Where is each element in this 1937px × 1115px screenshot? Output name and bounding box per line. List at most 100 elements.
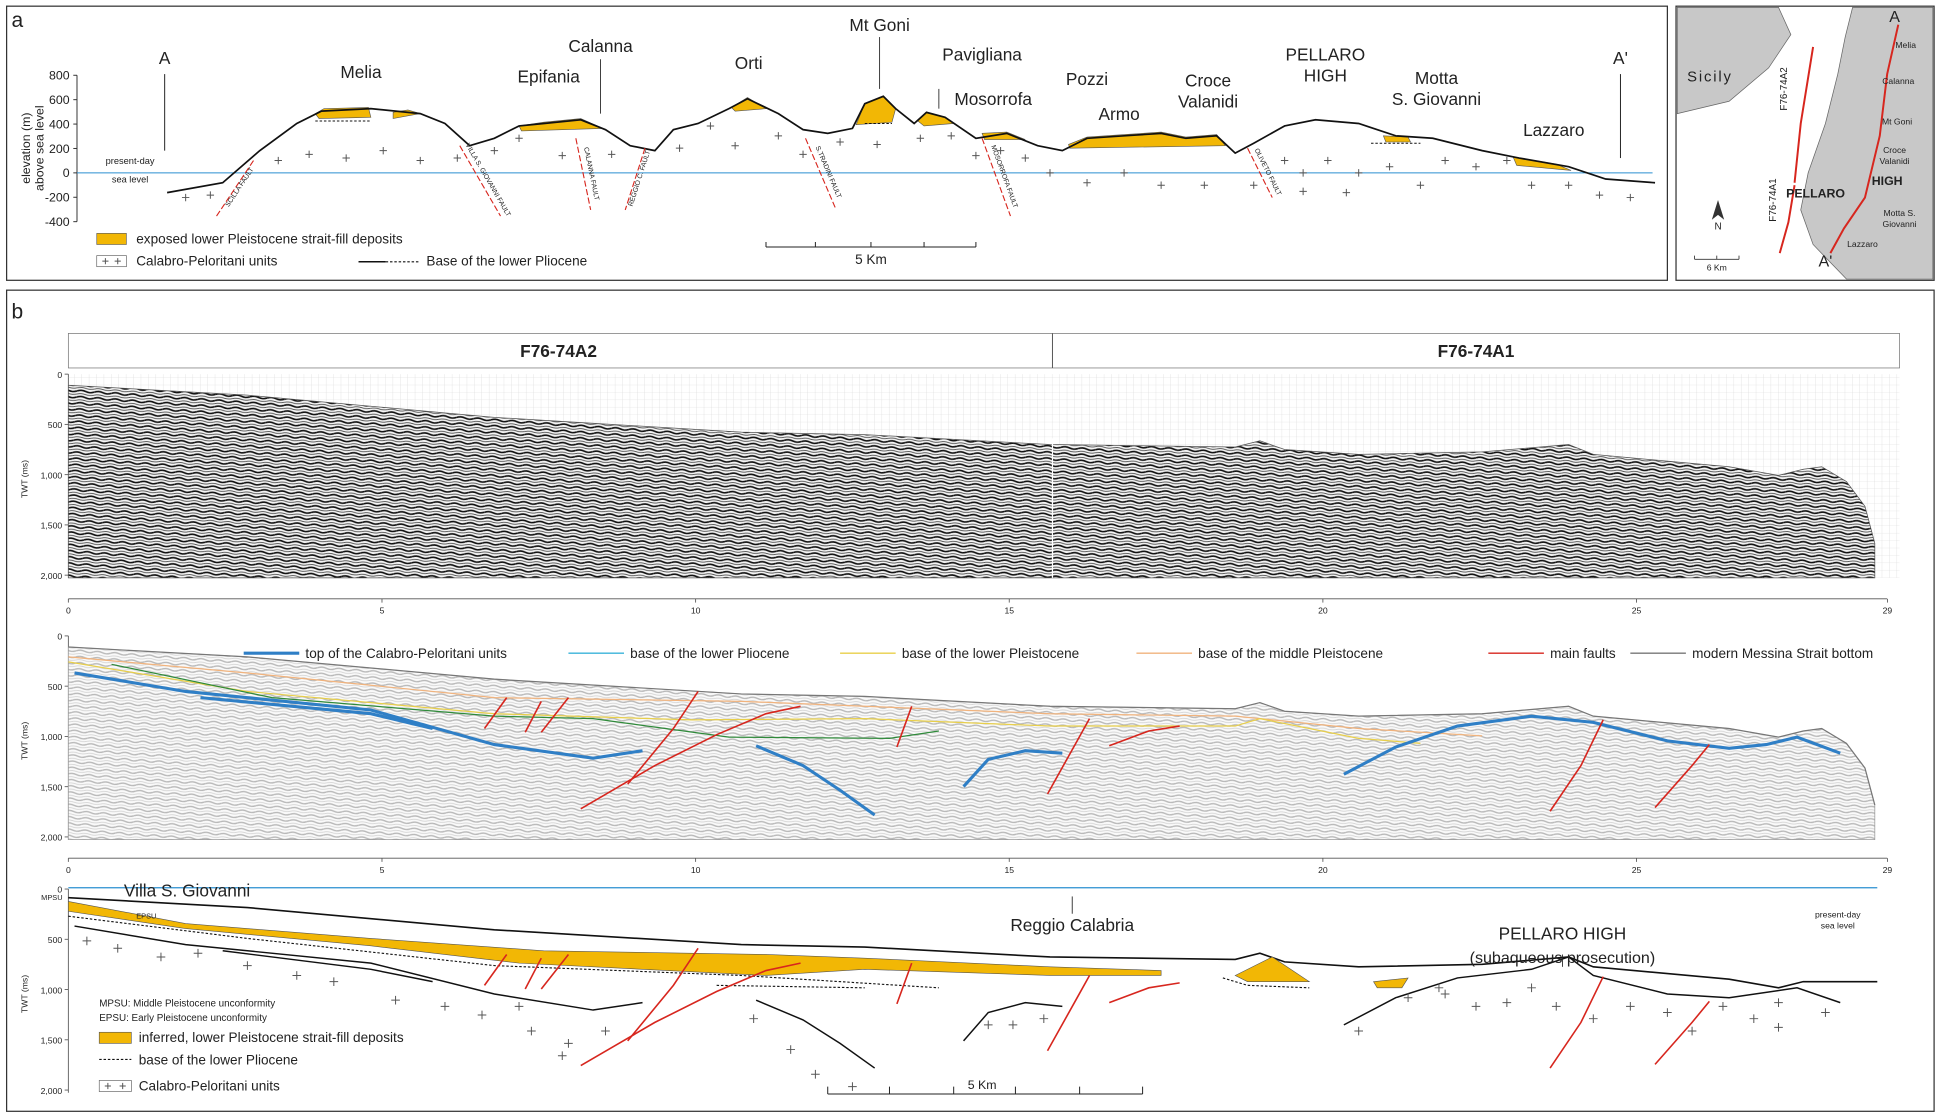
place-label: Epifania — [517, 67, 580, 87]
x-tick-label: 5 — [380, 606, 385, 616]
fault — [460, 146, 501, 216]
x-tick-label: 0 — [66, 865, 71, 875]
basement-cross — [1527, 983, 1536, 992]
basement-cross — [1503, 998, 1512, 1007]
legend-swatch — [99, 1080, 131, 1091]
basement-cross — [1749, 1014, 1758, 1023]
place-label: Melia — [340, 62, 382, 82]
basement-top — [756, 1000, 875, 1068]
fault-label: VILLA S. GIOVANNI FAULT — [464, 142, 512, 218]
basement-cross — [1046, 169, 1053, 176]
y-tick-label: 2,000 — [41, 1086, 63, 1096]
basement-cross — [1774, 1023, 1783, 1032]
x-tick-label: 10 — [691, 606, 701, 616]
x-tick-label: 29 — [1883, 606, 1893, 616]
basement-cross — [1120, 169, 1127, 176]
map-label: N — [1714, 222, 1721, 233]
legend-swatch — [99, 1032, 131, 1043]
basement-cross — [527, 1027, 536, 1036]
x-tick-label: 20 — [1318, 865, 1328, 875]
fault-label: OLIVETO FAULT — [1253, 147, 1282, 196]
basement-cross — [848, 1082, 857, 1091]
basement-cross — [1596, 191, 1603, 198]
sea-level-label: present-day — [106, 156, 155, 166]
place-label: Mosorrofa — [954, 89, 1032, 109]
basement-cross — [799, 151, 806, 158]
basement-cross — [243, 961, 252, 970]
basement-cross — [441, 1002, 450, 1011]
map-place: Melia — [1895, 40, 1916, 50]
basement-cross — [676, 144, 683, 151]
map-place: Valanidi — [1880, 156, 1910, 166]
basement-cross — [1528, 182, 1535, 189]
main-fault — [1109, 983, 1179, 1003]
basement-cross — [1355, 169, 1362, 176]
section-end: A — [159, 48, 171, 68]
basement-cross — [292, 971, 301, 980]
y-tick-label: 400 — [49, 117, 70, 131]
place-label: Lazzaro — [1523, 120, 1584, 140]
basement-cross — [515, 1002, 524, 1011]
place-label: S. Giovanni — [1392, 89, 1481, 109]
basement-cross — [1083, 179, 1090, 186]
basement-cross — [1552, 1002, 1561, 1011]
scale-label: 5 Km — [968, 1078, 997, 1092]
basement-cross — [417, 157, 424, 164]
basement-cross — [1688, 1027, 1697, 1036]
basement-cross — [113, 944, 122, 953]
place-label: Croce — [1185, 70, 1231, 90]
place-label: Motta — [1415, 68, 1459, 88]
map-place: Motta S. — [1883, 208, 1915, 218]
place-label: Pavigliana — [942, 45, 1022, 65]
x-tick-label: 10 — [691, 865, 701, 875]
y-tick-label: 2,000 — [41, 833, 63, 843]
basement-cross — [564, 1039, 573, 1048]
place-label: PELLARO — [1286, 45, 1366, 65]
place-label: Pozzi — [1066, 69, 1108, 89]
x-tick-label: 25 — [1632, 865, 1642, 875]
model-label: Reggio Calabria — [1010, 915, 1134, 935]
basement-cross — [972, 152, 979, 159]
basement-cross — [873, 141, 880, 148]
basement-cross — [1774, 998, 1783, 1007]
basement-cross — [601, 1027, 610, 1036]
y-tick-label: 500 — [48, 935, 63, 945]
legend-label: main faults — [1550, 646, 1616, 661]
fault-label: REGGIO C. FAULT — [628, 150, 652, 208]
basement-cross — [1157, 182, 1164, 189]
page-body: ab8006004002000-200-400elevation (m)abov… — [0, 0, 1937, 1115]
basement-cross — [1821, 1008, 1830, 1017]
scale-label: 5 Km — [855, 252, 887, 267]
main-fault — [1655, 1001, 1709, 1064]
y-tick-label: 0 — [63, 166, 70, 180]
basement-cross — [1386, 163, 1393, 170]
basement-cross — [1441, 157, 1448, 164]
basement-cross — [1324, 157, 1331, 164]
map-place: Giovanni — [1882, 219, 1916, 229]
map-line-label: F76-74A1 — [1768, 178, 1779, 221]
main-fault — [1550, 977, 1603, 1068]
basement-cross — [1201, 182, 1208, 189]
y-tick-label: -400 — [45, 215, 70, 229]
basement-cross — [305, 151, 312, 158]
basement-cross — [380, 147, 387, 154]
place-label: Valanidi — [1178, 91, 1238, 111]
basement-cross — [157, 953, 166, 962]
basement-cross — [1250, 182, 1257, 189]
basement-cross — [749, 1014, 758, 1023]
basement-cross — [1441, 990, 1450, 999]
x-tick-label: 15 — [1004, 606, 1014, 616]
y-axis-label: elevation (m) — [19, 113, 33, 184]
basement-cross — [1009, 1021, 1018, 1030]
legend-swatch — [97, 233, 127, 244]
y-tick-label: 600 — [49, 93, 70, 107]
y-axis-label: TWT (ms) — [20, 722, 30, 760]
basement-cross — [1281, 157, 1288, 164]
y-tick-label: -200 — [45, 191, 70, 205]
basement-cross — [515, 135, 522, 142]
basement-cross — [811, 1070, 820, 1079]
legend-label: modern Messina Strait bottom — [1692, 646, 1873, 661]
basement-cross — [608, 151, 615, 158]
y-tick-label: 0 — [57, 632, 62, 642]
basement-cross — [948, 132, 955, 139]
